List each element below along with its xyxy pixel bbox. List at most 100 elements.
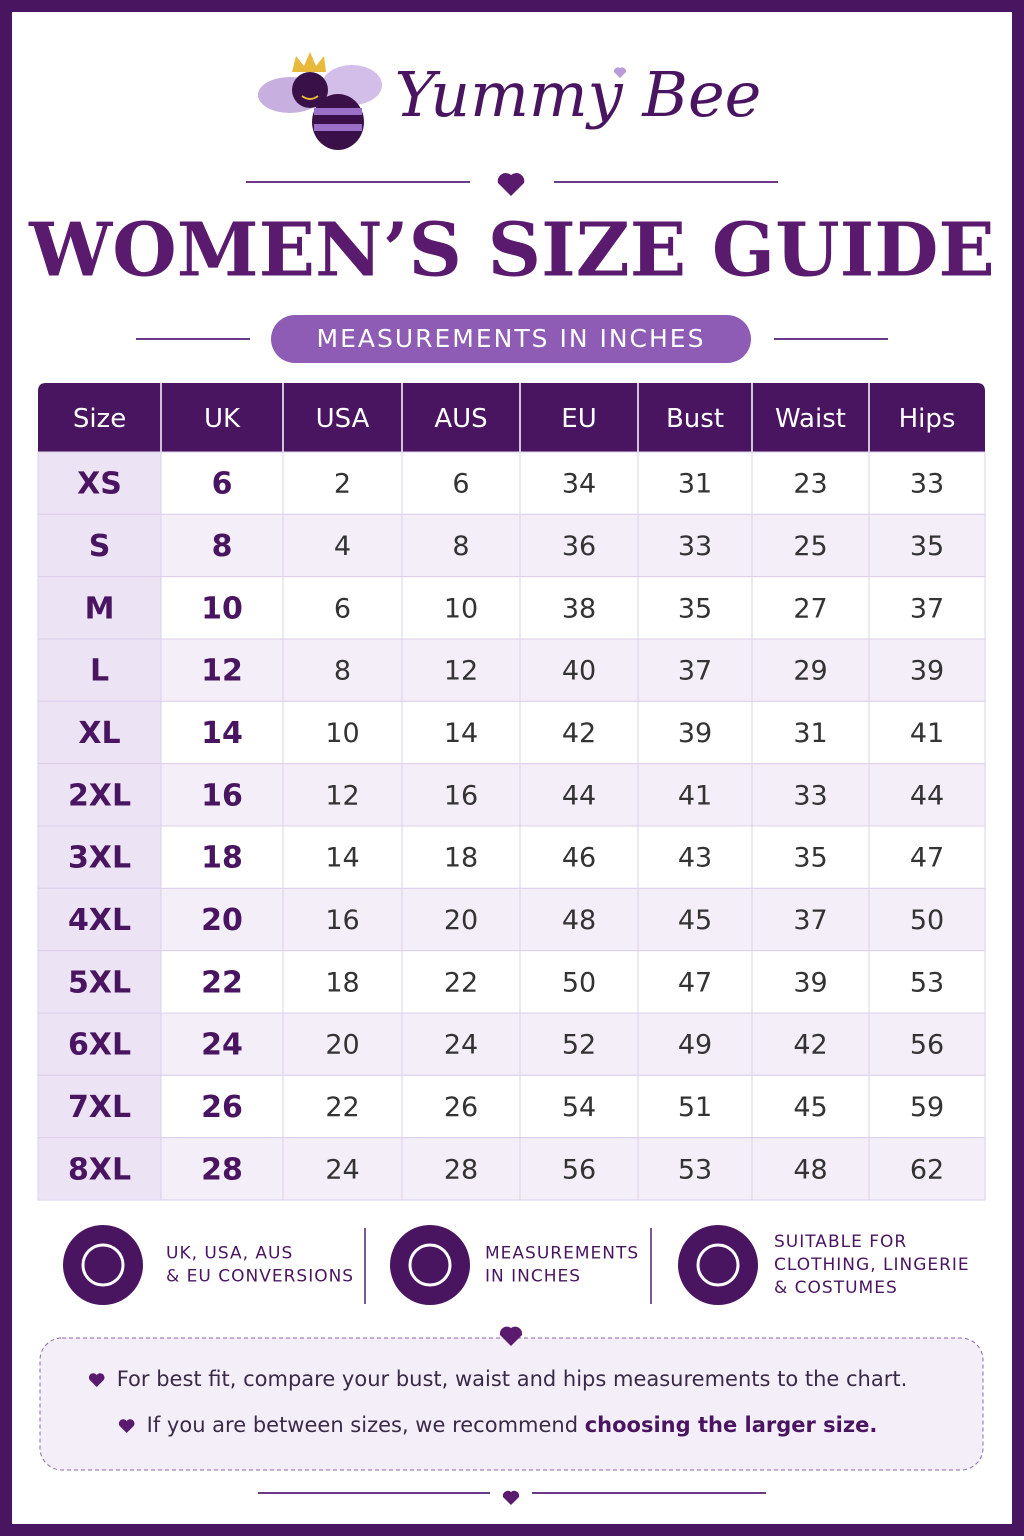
size-cell-bg — [37, 700, 162, 765]
size-label: 8XL — [68, 1152, 131, 1187]
cell: 8 — [212, 529, 233, 564]
size-label: XS — [77, 467, 122, 502]
cell: 28 — [444, 1154, 478, 1185]
cell: 12 — [444, 656, 478, 687]
cell: 33 — [910, 469, 944, 500]
cell: 20 — [325, 1030, 359, 1061]
cell: 22 — [444, 967, 478, 998]
cell: 42 — [793, 1030, 827, 1061]
size-label: 3XL — [68, 841, 131, 876]
cell: 20 — [444, 905, 478, 936]
cell: 33 — [793, 780, 827, 811]
cell: 45 — [678, 905, 712, 936]
cell: 16 — [201, 778, 243, 813]
cell: 24 — [325, 1154, 359, 1185]
cell: 31 — [793, 718, 827, 749]
size-cell-bg — [37, 763, 162, 827]
cell: 2 — [334, 469, 351, 500]
cell: 35 — [793, 843, 827, 874]
cell: 59 — [910, 1092, 944, 1123]
feature-text: & COSTUMES — [774, 1278, 898, 1298]
cell: 51 — [678, 1092, 712, 1123]
size-cell-bg — [37, 1012, 162, 1076]
cell: 37 — [793, 905, 827, 936]
cell: 6 — [334, 593, 351, 624]
feature-text: & EU CONVERSIONS — [166, 1267, 354, 1287]
cell: 44 — [910, 780, 944, 811]
feature-icon-glyph — [81, 1243, 125, 1287]
table-header-bg — [38, 383, 985, 452]
cell: 26 — [201, 1090, 243, 1125]
heart — [499, 1326, 523, 1346]
cell: 48 — [793, 1154, 827, 1185]
cell: 23 — [793, 469, 827, 500]
cell: 46 — [562, 843, 596, 874]
cell: 6 — [452, 469, 469, 500]
cell: 37 — [910, 593, 944, 624]
cell: 18 — [201, 841, 243, 876]
cell: 12 — [325, 780, 359, 811]
header-cell: AUS — [434, 404, 487, 434]
header-cell: Size — [73, 404, 126, 434]
cell: 28 — [201, 1152, 243, 1187]
row-bg — [37, 1137, 986, 1201]
cell: 34 — [562, 469, 596, 500]
cell: 52 — [562, 1030, 596, 1061]
features: UK, USA, AUS & EU CONVERSIONS MEASUREMENTS… — [63, 1225, 969, 1305]
logo-bee — [258, 52, 382, 150]
cell: 50 — [562, 967, 596, 998]
row-bg — [37, 1074, 986, 1139]
size-label: M — [85, 591, 115, 626]
cell: 10 — [201, 591, 243, 626]
cell: 18 — [325, 967, 359, 998]
cell: 37 — [678, 656, 712, 687]
note: For best fit, compare your bust, waist a… — [117, 1367, 908, 1391]
row-bg — [37, 950, 986, 1014]
bullet-heart — [118, 1419, 135, 1433]
size-cell-bg — [37, 825, 162, 889]
cell: 10 — [325, 718, 359, 749]
row-bg — [37, 451, 986, 515]
divider-top — [246, 173, 778, 196]
cell: 29 — [793, 656, 827, 687]
row-bg — [37, 576, 986, 640]
cell: 47 — [678, 967, 712, 998]
cell: 62 — [910, 1154, 944, 1185]
size-cell-bg — [37, 1074, 162, 1139]
cell: 36 — [562, 531, 596, 562]
header-cell: Waist — [775, 404, 846, 434]
cell: 39 — [910, 656, 944, 687]
feature-icon-glyph — [408, 1243, 452, 1287]
cell: 12 — [201, 654, 243, 689]
size-label: L — [90, 654, 109, 689]
size-label: 6XL — [68, 1028, 131, 1063]
row-bg — [37, 763, 986, 827]
feature-text: MEASUREMENTS — [485, 1244, 639, 1264]
cell: 8 — [334, 656, 351, 687]
cell: 53 — [910, 967, 944, 998]
note: If you are between sizes, we recommend c… — [147, 1413, 878, 1437]
header-cell: EU — [561, 404, 596, 434]
size-label: 4XL — [68, 903, 131, 938]
row-bg — [37, 825, 986, 889]
feature-icon — [63, 1225, 143, 1305]
cell: 54 — [562, 1092, 596, 1123]
feature-text: UK, USA, AUS — [166, 1244, 293, 1264]
cell: 4 — [334, 531, 351, 562]
cell: 42 — [562, 718, 596, 749]
row-bg — [37, 700, 986, 765]
size-label: 2XL — [68, 778, 131, 813]
feature-icon — [390, 1225, 470, 1305]
cell: 22 — [201, 965, 243, 1000]
cell: 14 — [325, 843, 359, 874]
cell: 45 — [793, 1092, 827, 1123]
cell: 56 — [562, 1154, 596, 1185]
brand: Yummy Bee — [395, 58, 762, 131]
cell: 16 — [325, 905, 359, 936]
size-cell-bg — [37, 1137, 162, 1201]
header-cell: Bust — [666, 404, 724, 434]
cell: 31 — [678, 469, 712, 500]
